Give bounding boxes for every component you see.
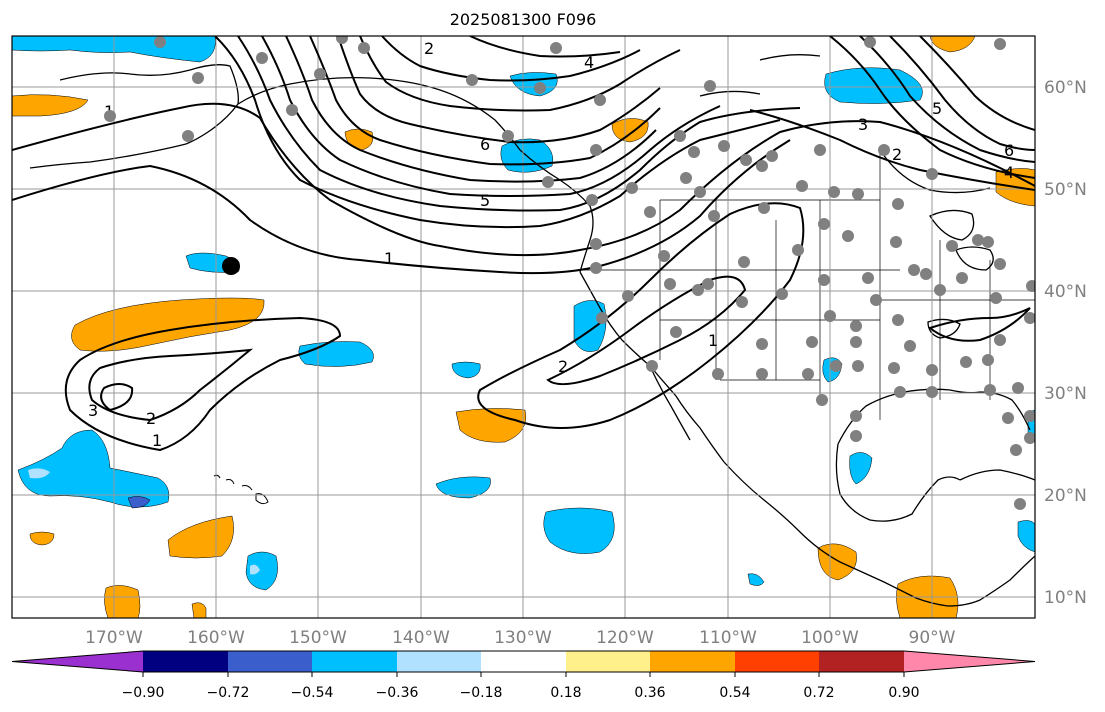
colorbar-segment <box>650 651 735 672</box>
colorbar-segment <box>819 651 904 672</box>
contour-label: 3 <box>858 115 868 134</box>
contour-label: 4 <box>1004 163 1014 182</box>
lon-label-100w: 100°W <box>801 628 859 648</box>
contour-label: 2 <box>892 145 902 164</box>
lat-label-10n: 10°N <box>1044 588 1087 608</box>
colorbar-tick-label: 0.72 <box>803 685 834 701</box>
contour-label: 2 <box>558 357 568 376</box>
contour-label: 5 <box>480 191 490 210</box>
station-markers <box>104 36 1035 510</box>
colorbar-tick-label: −0.36 <box>376 685 419 701</box>
lat-label-60n: 60°N <box>1044 78 1087 98</box>
coastlines <box>29 54 1035 607</box>
colorbar-segment <box>397 651 481 672</box>
longitude-axis: 170°W 160°W 150°W 140°W 130°W 120°W 110°… <box>85 628 956 648</box>
state-borders <box>580 150 1035 420</box>
lon-label-170w: 170°W <box>85 628 143 648</box>
lat-label-20n: 20°N <box>1044 486 1087 506</box>
lon-label-120w: 120°W <box>596 628 654 648</box>
colorbar-tick-label: 0.18 <box>550 685 581 701</box>
colorbar-segment <box>228 651 312 672</box>
colorbar: −0.90 −0.72 −0.54 −0.36 −0.18 0.18 0.36 … <box>11 650 1036 701</box>
strong-negative-fill <box>127 496 151 509</box>
colorbar-tick-label: −0.54 <box>291 685 334 701</box>
colorbar-segment <box>143 651 228 672</box>
latitude-axis: 60°N 50°N 40°N 30°N 20°N 10°N <box>1044 78 1087 608</box>
colorbar-segment-extend-high <box>904 651 1035 672</box>
highlight-point-marker <box>222 257 240 275</box>
map-title: 2025081300 F096 <box>449 10 597 29</box>
lat-label-50n: 50°N <box>1044 180 1087 200</box>
lon-label-130w: 130°W <box>494 628 552 648</box>
lon-label-90w: 90°W <box>909 628 956 648</box>
colorbar-tick-label: −0.72 <box>207 685 250 701</box>
colorbar-tick-label: 0.54 <box>719 685 750 701</box>
colorbar-tick-labels: −0.90 −0.72 −0.54 −0.36 −0.18 0.18 0.36 … <box>122 685 920 701</box>
colorbar-tick-label: 0.36 <box>634 685 665 701</box>
colorbar-tick-label: −0.18 <box>460 685 503 701</box>
lon-label-160w: 160°W <box>187 628 245 648</box>
contour-label: 2 <box>424 39 434 58</box>
contour-label: 1 <box>152 431 162 450</box>
colorbar-segment <box>566 651 650 672</box>
weak-anomaly-fill <box>28 468 260 575</box>
hawaii-islands <box>213 474 269 505</box>
lat-label-40n: 40°N <box>1044 282 1087 302</box>
lon-label-110w: 110°W <box>699 628 757 648</box>
contour-lines <box>12 36 1035 452</box>
contour-label: 1 <box>708 331 718 350</box>
contour-label: 4 <box>584 53 594 72</box>
lon-label-140w: 140°W <box>392 628 450 648</box>
colorbar-tick-label: −0.90 <box>122 685 165 701</box>
contour-label: 2 <box>146 409 156 428</box>
map-frame-border <box>11 35 1036 619</box>
colorbar-segment <box>735 651 819 672</box>
colorbar-segment <box>481 651 566 672</box>
positive-anomaly-fill <box>12 36 1035 618</box>
contour-label: 6 <box>1004 141 1014 160</box>
contour-label: 1 <box>384 249 394 268</box>
contour-label: 5 <box>932 99 942 118</box>
colorbar-tick-label: 0.90 <box>888 685 919 701</box>
colorbar-segment <box>312 651 397 672</box>
colorbar-segment-extend-low <box>12 651 143 672</box>
lat-label-30n: 30°N <box>1044 384 1087 404</box>
graticule <box>12 36 1035 618</box>
contour-label: 3 <box>88 401 98 420</box>
lon-label-150w: 150°W <box>289 628 347 648</box>
contour-label: 6 <box>480 135 490 154</box>
